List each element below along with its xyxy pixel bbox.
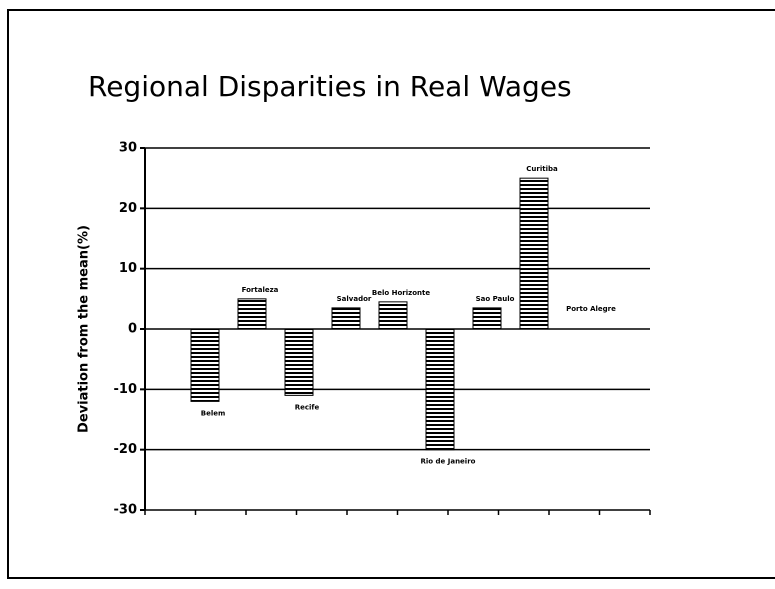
y-tick-label: 30 [119, 141, 137, 156]
bar [190, 328, 220, 402]
bar-label: Belem [201, 409, 226, 417]
y-tick-label: -20 [114, 442, 138, 457]
bar-label: Rio de Janeiro [421, 458, 476, 466]
y-tick-label: 10 [119, 261, 137, 276]
bar [284, 328, 314, 396]
y-axis-label: Deviation from the mean(%) [77, 225, 92, 433]
y-tick-label: -10 [114, 382, 138, 397]
bar [519, 177, 549, 330]
bar-label: Porto Alegre [566, 305, 616, 313]
bar-label: Curitiba [526, 165, 558, 173]
bar [237, 298, 267, 330]
frame [7, 9, 775, 579]
bar [331, 307, 361, 330]
bar-label: Recife [295, 403, 320, 411]
bar-label: Fortaleza [242, 286, 279, 294]
y-tick-label: 0 [128, 322, 137, 337]
bar [425, 328, 455, 451]
bar-label: Sao Paulo [476, 295, 515, 303]
y-tick-label: -30 [114, 503, 138, 518]
bar-label: Salvador [337, 295, 372, 303]
bar [378, 301, 408, 330]
bar-label: Belo Horizonte [372, 289, 430, 297]
chart-title: Regional Disparities in Real Wages [88, 70, 572, 103]
bar [472, 307, 502, 330]
y-tick-label: 20 [119, 201, 137, 216]
